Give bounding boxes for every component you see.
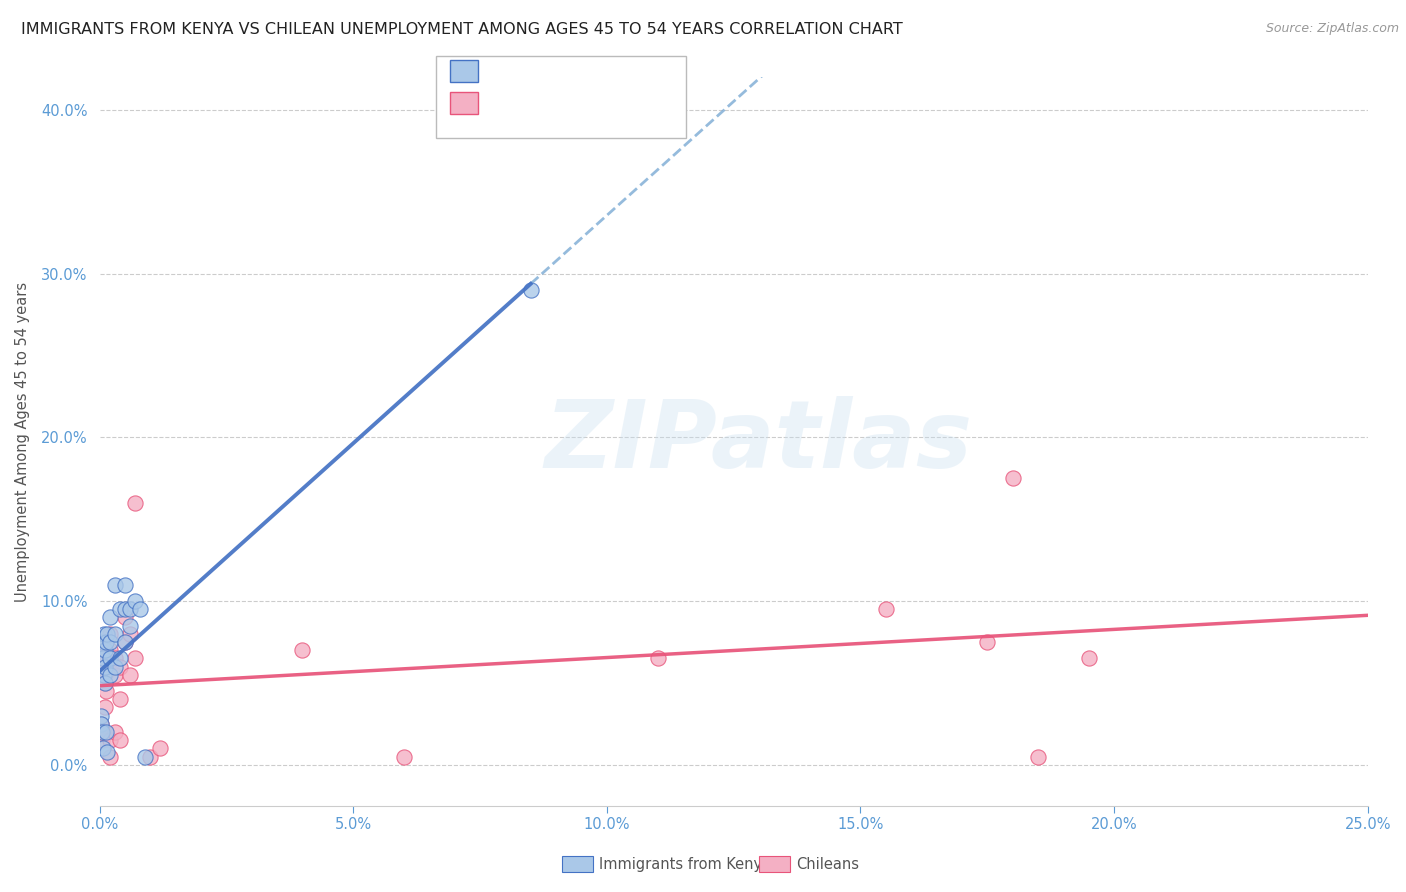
Point xyxy=(118,627,141,641)
Text: Source: ZipAtlas.com: Source: ZipAtlas.com xyxy=(1265,22,1399,36)
Point xyxy=(118,618,141,632)
Point xyxy=(98,667,121,681)
Point xyxy=(90,725,112,739)
Point xyxy=(93,643,115,657)
Point xyxy=(91,651,114,665)
Point xyxy=(118,602,141,616)
Point xyxy=(291,643,314,657)
Point xyxy=(93,659,115,673)
Point xyxy=(104,659,127,673)
Point xyxy=(104,627,127,641)
Point xyxy=(104,651,127,665)
Point xyxy=(124,651,146,665)
Point xyxy=(93,667,115,681)
Point xyxy=(91,635,114,649)
Point xyxy=(519,283,541,297)
Point xyxy=(875,602,897,616)
Point xyxy=(114,602,136,616)
Point xyxy=(94,684,117,698)
Y-axis label: Unemployment Among Ages 45 to 54 years: Unemployment Among Ages 45 to 54 years xyxy=(15,282,30,601)
Point xyxy=(1026,749,1049,764)
Point xyxy=(124,594,146,608)
Point xyxy=(118,667,141,681)
Text: R = 0.264: R = 0.264 xyxy=(489,63,565,78)
Point xyxy=(91,651,114,665)
Point xyxy=(108,602,131,616)
Point xyxy=(93,659,115,673)
Point xyxy=(108,692,131,706)
Point xyxy=(108,659,131,673)
Point xyxy=(93,627,115,641)
Point xyxy=(90,708,112,723)
Point xyxy=(976,635,998,649)
Point xyxy=(129,602,152,616)
Point xyxy=(96,627,118,641)
Point xyxy=(114,635,136,649)
Point xyxy=(94,725,117,739)
Point xyxy=(90,716,112,731)
Point xyxy=(104,577,127,591)
Point xyxy=(93,725,115,739)
Text: N =: N = xyxy=(576,95,620,111)
Point xyxy=(139,749,162,764)
Point xyxy=(1077,651,1099,665)
Point xyxy=(149,741,172,756)
Point xyxy=(90,733,112,747)
Point xyxy=(93,700,115,714)
Text: Immigrants from Kenya: Immigrants from Kenya xyxy=(599,857,770,871)
Point xyxy=(98,643,121,657)
Text: Chileans: Chileans xyxy=(796,857,859,871)
Point xyxy=(114,635,136,649)
Point xyxy=(114,577,136,591)
Point xyxy=(94,635,117,649)
Text: ZIPatlas: ZIPatlas xyxy=(546,395,973,488)
Point xyxy=(98,651,121,665)
Point xyxy=(91,635,114,649)
Point xyxy=(90,716,112,731)
Point xyxy=(91,741,114,756)
Text: R = 0.657: R = 0.657 xyxy=(489,95,565,111)
Text: 38: 38 xyxy=(630,95,651,111)
Point xyxy=(108,651,131,665)
Point xyxy=(93,676,115,690)
Point xyxy=(98,749,121,764)
Text: N =: N = xyxy=(576,63,620,78)
Point xyxy=(93,667,115,681)
Point xyxy=(96,745,118,759)
Point xyxy=(647,651,669,665)
Point xyxy=(98,610,121,624)
Point xyxy=(114,610,136,624)
Point xyxy=(104,725,127,739)
Point xyxy=(1001,471,1024,485)
Point xyxy=(98,733,121,747)
Point xyxy=(124,496,146,510)
Text: IMMIGRANTS FROM KENYA VS CHILEAN UNEMPLOYMENT AMONG AGES 45 TO 54 YEARS CORRELAT: IMMIGRANTS FROM KENYA VS CHILEAN UNEMPLO… xyxy=(21,22,903,37)
Point xyxy=(134,749,156,764)
Point xyxy=(392,749,415,764)
Text: 33: 33 xyxy=(630,63,651,78)
Point xyxy=(91,667,114,681)
Point xyxy=(98,627,121,641)
Point xyxy=(93,676,115,690)
Point xyxy=(108,733,131,747)
Point xyxy=(90,725,112,739)
Point xyxy=(104,667,127,681)
Point xyxy=(98,635,121,649)
